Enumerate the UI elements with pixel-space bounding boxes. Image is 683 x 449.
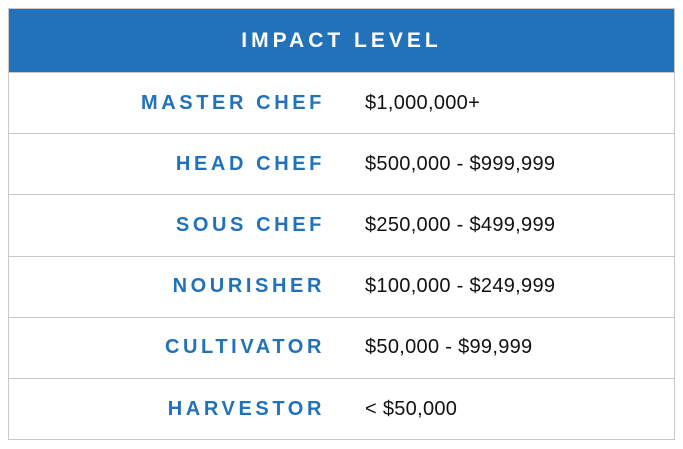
level-range: < $50,000: [365, 397, 458, 420]
table-row: HARVESTOR < $50,000: [9, 377, 674, 439]
level-range: $1,000,000+: [365, 91, 481, 114]
level-name: NOURISHER: [172, 275, 325, 298]
level-name: HEAD CHEF: [175, 152, 325, 175]
level-range: $50,000 - $99,999: [365, 336, 533, 359]
table-row: NOURISHER $100,000 - $249,999: [9, 255, 674, 317]
table-row: CULTIVATOR $50,000 - $99,999: [9, 316, 674, 378]
level-range: $250,000 - $499,999: [365, 213, 556, 236]
level-name: SOUS CHEF: [175, 213, 325, 236]
table-row: HEAD CHEF $500,000 - $999,999: [9, 133, 674, 194]
table-row: MASTER CHEF $1,000,000+: [9, 72, 674, 133]
table-header: IMPACT LEVEL: [9, 9, 674, 72]
level-range: $100,000 - $249,999: [365, 275, 556, 298]
impact-table: IMPACT LEVEL MASTER CHEF $1,000,000+ HEAD …: [8, 8, 675, 441]
table-row: SOUS CHEF $250,000 - $499,999: [9, 194, 674, 255]
level-name: HARVESTOR: [167, 397, 325, 420]
level-range: $500,000 - $999,999: [365, 152, 556, 175]
level-name: CULTIVATOR: [164, 336, 325, 359]
level-name: MASTER CHEF: [140, 91, 325, 114]
